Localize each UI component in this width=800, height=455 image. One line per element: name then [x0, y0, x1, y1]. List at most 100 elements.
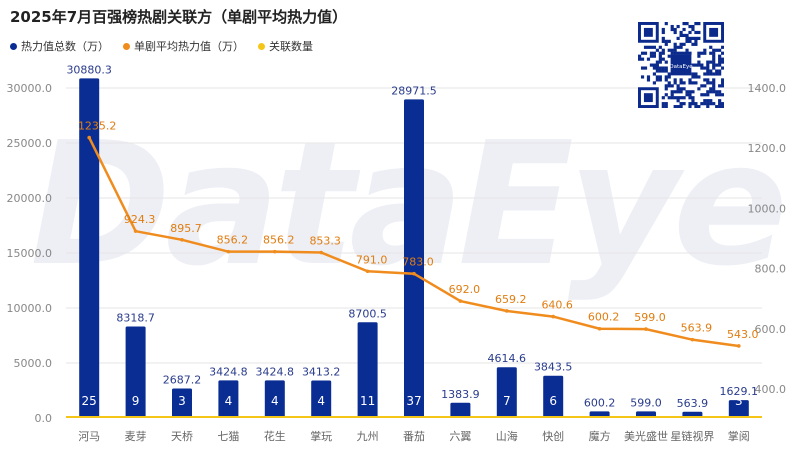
- average-point: [644, 327, 648, 331]
- average-value-label: 791.0: [356, 253, 388, 266]
- count-label: 7: [503, 394, 511, 408]
- x-tick-label: 河马: [78, 430, 100, 443]
- bar: [311, 380, 332, 418]
- count-label: 3: [735, 394, 743, 408]
- bar-value-label: 28971.5: [391, 84, 437, 97]
- count-label: 4: [317, 394, 325, 408]
- bar-value-label: 3413.2: [302, 365, 341, 378]
- bar-value-label: 4614.6: [488, 352, 527, 365]
- average-point: [458, 299, 463, 303]
- x-tick-label: 山海: [496, 429, 518, 443]
- y-right-tick-label: 1200.0: [748, 142, 787, 155]
- average-value-label: 563.9: [681, 322, 713, 335]
- x-tick-label: 掌玩: [310, 429, 332, 443]
- bar: [357, 322, 378, 418]
- bar: [543, 375, 564, 418]
- x-tick-label: 番茄: [403, 429, 425, 443]
- average-value-label: 543.0: [727, 328, 759, 341]
- qr-logo-label: DataEye: [669, 64, 693, 70]
- average-point: [551, 314, 555, 319]
- bar: [496, 367, 517, 418]
- bar-value-label: 3843.5: [534, 361, 573, 374]
- x-tick-label: 花生: [264, 429, 286, 443]
- bar-value-label: 599.0: [630, 396, 662, 409]
- average-value-label: 783.0: [402, 256, 434, 269]
- legend-item-average[interactable]: 单剧平均热力值（万）: [123, 38, 244, 54]
- count-label: 6: [549, 394, 557, 408]
- count-label: 4: [271, 394, 279, 408]
- y-left-tick-label: 5000.0: [14, 357, 53, 370]
- count-label: 3: [178, 394, 186, 408]
- average-point: [737, 344, 741, 348]
- legend-label-total: 热力值总数（万）: [21, 40, 109, 53]
- x-tick-label: 七猫: [217, 430, 239, 443]
- legend-item-total[interactable]: 热力值总数（万）: [10, 38, 109, 54]
- bar: [172, 388, 192, 418]
- bar: [218, 380, 239, 418]
- average-value-label: 856.2: [263, 234, 295, 247]
- bar-value-label: 3424.8: [209, 365, 248, 378]
- average-value-label: 924.3: [124, 213, 156, 226]
- legend-label-average: 单剧平均热力值（万）: [134, 40, 244, 53]
- legend-dot-count: [258, 42, 265, 50]
- legend-dot-average: [123, 42, 130, 50]
- legend-item-count[interactable]: 关联数量: [258, 38, 313, 54]
- bar: [125, 326, 146, 418]
- x-tick-label: 九州: [357, 430, 379, 443]
- chart-title: 2025年7月百强榜热剧关联方（单剧平均热力值）: [10, 8, 348, 26]
- x-tick-label: 麦芽: [125, 429, 147, 443]
- average-value-label: 600.2: [588, 311, 620, 324]
- average-point: [597, 326, 602, 331]
- average-point: [87, 135, 91, 140]
- bar-value-label: 2687.2: [163, 373, 202, 386]
- average-value-label: 853.3: [309, 235, 341, 248]
- count-label: 4: [225, 394, 233, 408]
- bar-value-label: 1629.1: [720, 385, 759, 398]
- average-value-label: 895.7: [170, 222, 202, 235]
- x-tick-label: 六翼: [449, 430, 471, 443]
- y-right-tick-label: 1400.0: [748, 82, 787, 95]
- y-right-tick-label: 400.0: [755, 383, 787, 396]
- count-label: 25: [82, 394, 97, 408]
- bar-value-label: 1383.9: [441, 388, 480, 401]
- average-point: [365, 269, 370, 274]
- average-point: [273, 249, 277, 254]
- bar: [404, 99, 424, 418]
- average-point: [690, 337, 695, 342]
- average-point: [319, 250, 324, 255]
- bar: [79, 78, 100, 418]
- average-point: [505, 309, 509, 313]
- bar: [728, 400, 749, 418]
- average-point: [412, 271, 416, 276]
- x-tick-label: 掌阅: [728, 429, 750, 443]
- x-tick-label: 天桥: [171, 430, 193, 443]
- y-right-tick-label: 800.0: [755, 263, 787, 276]
- y-left-tick-label: 0.0: [35, 412, 53, 425]
- bar-value-label: 30880.3: [66, 63, 112, 76]
- y-left-tick-label: 25000.0: [7, 137, 53, 150]
- legend-label-count: 关联数量: [269, 40, 313, 53]
- average-value-label: 640.6: [541, 299, 573, 312]
- bar-value-label: 8318.7: [116, 311, 155, 324]
- bar-value-label: 8700.5: [348, 307, 387, 320]
- count-label: 9: [132, 394, 140, 408]
- y-left-tick-label: 10000.0: [7, 302, 53, 315]
- average-value-label: 659.2: [495, 293, 527, 306]
- y-left-tick-label: 20000.0: [7, 192, 53, 205]
- average-value-label: 692.0: [449, 283, 481, 296]
- average-value-label: 599.0: [634, 311, 666, 324]
- average-point: [180, 237, 184, 242]
- bar: [450, 402, 471, 418]
- bar-value-label: 563.9: [677, 397, 709, 410]
- x-tick-label: 美光盛世: [624, 429, 668, 443]
- average-point: [133, 229, 138, 233]
- legend: 热力值总数（万） 单剧平均热力值（万） 关联数量: [10, 38, 313, 54]
- y-left-tick-label: 30000.0: [7, 82, 53, 95]
- x-tick-label: 快创: [542, 430, 564, 443]
- count-label: 37: [406, 394, 421, 408]
- average-value-label: 1235.2: [78, 120, 117, 133]
- y-right-tick-label: 600.0: [755, 323, 787, 336]
- bar: [264, 380, 285, 418]
- average-point: [226, 249, 231, 254]
